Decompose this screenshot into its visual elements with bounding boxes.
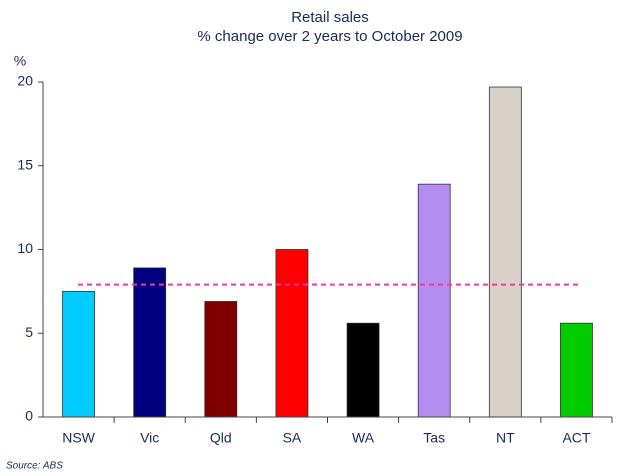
bar (488, 86, 522, 418)
bar (204, 301, 238, 418)
bar (346, 322, 380, 418)
y-tick-label: 10 (17, 240, 33, 256)
bar (417, 183, 451, 418)
x-tick-label: Vic (140, 430, 159, 446)
bar (560, 322, 593, 418)
x-tick-label: ACT (562, 430, 590, 446)
x-tick-label: NSW (62, 430, 95, 446)
y-tick-label: 0 (25, 408, 33, 424)
chart-subtitle: % change over 2 years to October 2009 (197, 28, 462, 45)
x-tick-label: WA (352, 430, 375, 446)
x-tick-label: Tas (423, 430, 445, 446)
y-tick-label: 20 (17, 73, 33, 89)
bar (275, 249, 309, 418)
y-tick-label: 15 (17, 156, 33, 172)
x-tick-label: NT (496, 430, 515, 446)
y-axis-label: % (14, 53, 26, 69)
bar (133, 267, 167, 418)
x-tick-label: SA (283, 430, 302, 446)
source-note: Source: ABS (6, 461, 63, 472)
y-tick-label: 5 (25, 324, 33, 340)
chart-title: Retail sales (291, 9, 369, 26)
bar (62, 290, 95, 418)
x-tick-label: Qld (210, 430, 232, 446)
